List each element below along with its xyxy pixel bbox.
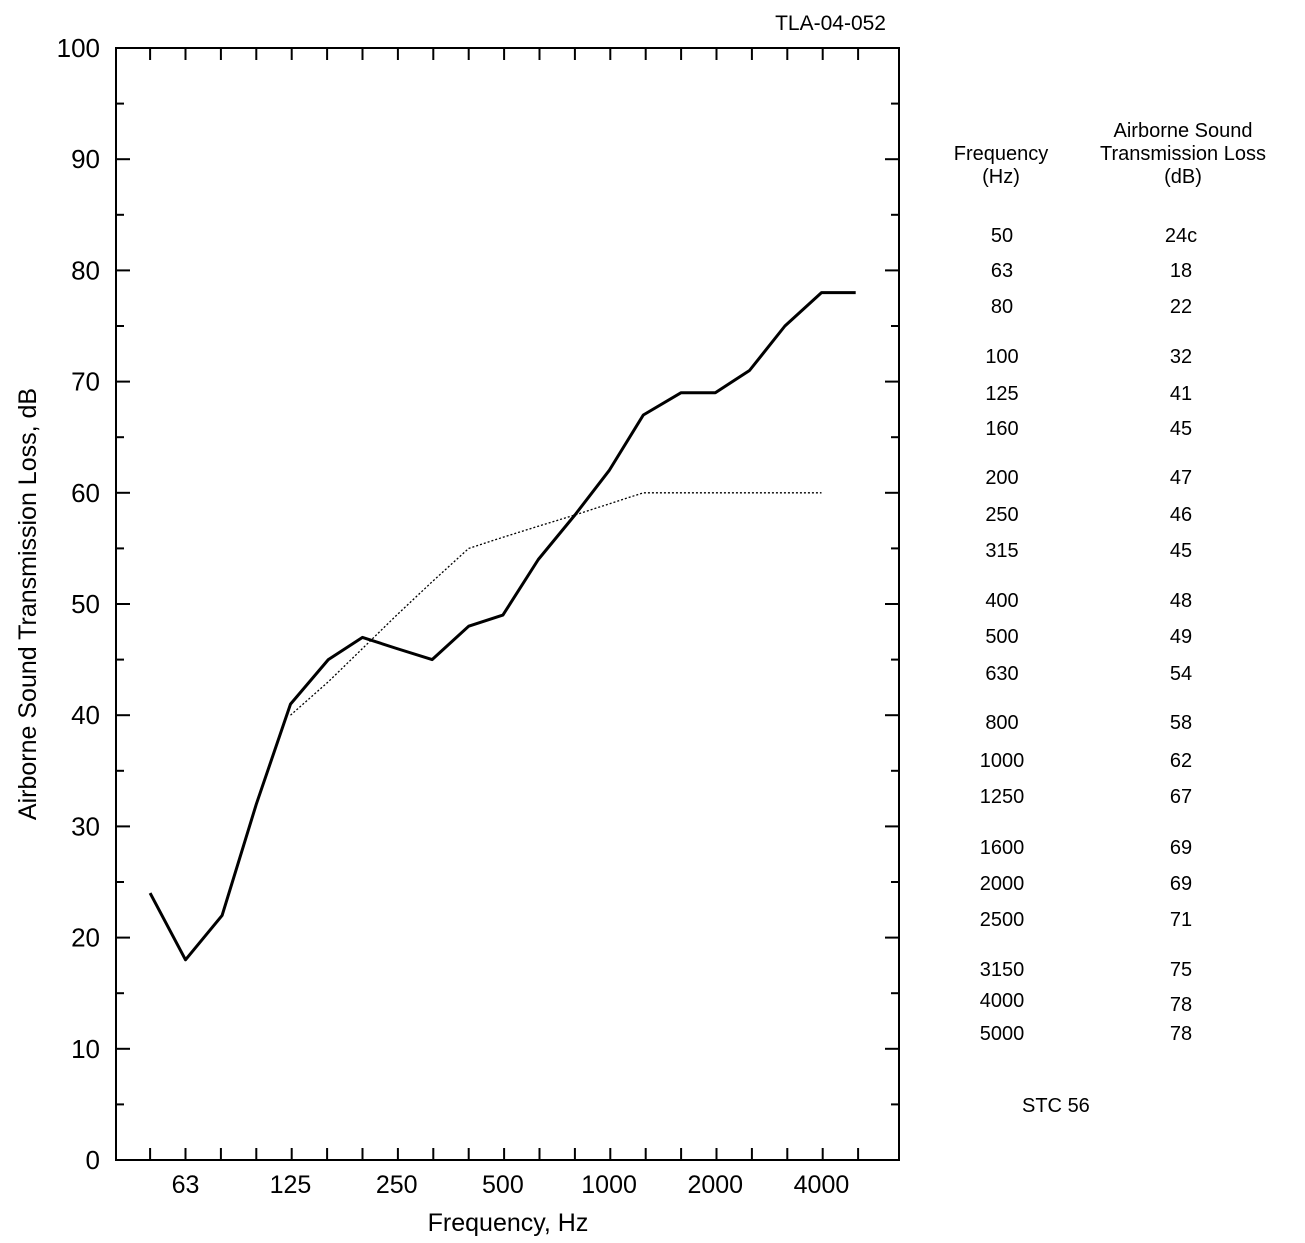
table-cell-frequency: 80: [990, 296, 1014, 318]
table-cell-frequency: 1250: [979, 786, 1025, 808]
table-cell-tl: 46: [1169, 504, 1193, 526]
table-cell-tl: 41: [1169, 383, 1193, 405]
y-tick-label: 50: [71, 589, 100, 619]
x-tick-labels: 63 125 250 500 1000 2000 4000: [172, 1171, 850, 1199]
x-tick-label: 2000: [687, 1171, 743, 1199]
table-cell-tl: 45: [1169, 418, 1193, 440]
y-axis-label: Airborne Sound Transmission Loss, dB: [14, 388, 42, 820]
frequency-header-line: (Hz): [982, 166, 1020, 188]
table-cell-frequency: 250: [985, 504, 1019, 526]
table-cell-tl: 45: [1169, 540, 1193, 562]
y-tick-labels: 0 10 20 30 40 50 60 70 80 90 100: [57, 33, 100, 1175]
table-cell-frequency: 100: [985, 346, 1019, 368]
frequency-header-line: Frequency: [953, 143, 1049, 165]
table-cell-tl: 22: [1169, 296, 1193, 318]
plot-frame: [115, 47, 900, 1161]
y-tick-label: 100: [57, 33, 100, 63]
y-tick-label: 20: [71, 923, 100, 953]
axis-ticks: [116, 47, 899, 1161]
table-cell-frequency: 63: [990, 260, 1014, 282]
tl-header-line: Transmission Loss: [1100, 143, 1266, 165]
stc-value: 56: [1067, 1095, 1090, 1117]
table-cell-tl: 69: [1169, 837, 1193, 859]
table-cell-tl: 32: [1169, 346, 1193, 368]
y-tick-label: 0: [86, 1145, 100, 1175]
x-tick-label: 250: [376, 1171, 418, 1199]
table-cell-frequency: 315: [985, 540, 1019, 562]
tl-header-line: (dB): [1164, 166, 1202, 188]
table-cell-tl: 58: [1169, 712, 1193, 734]
table-cell-tl: 69: [1169, 873, 1193, 895]
table-cell-tl: 47: [1169, 467, 1193, 489]
table-cell-frequency: 1600: [979, 837, 1025, 859]
stc-label: STC: [1022, 1095, 1062, 1117]
x-tick-label: 1000: [581, 1171, 637, 1199]
table-cell-frequency: 200: [985, 467, 1019, 489]
table-cell-tl: 48: [1169, 590, 1193, 612]
y-tick-label: 80: [71, 255, 100, 285]
x-tick-label: 4000: [794, 1171, 850, 1199]
x-axis-label: Frequency, Hz: [428, 1209, 589, 1237]
y-tick-label: 30: [71, 811, 100, 841]
table-cell-frequency: 125: [985, 383, 1019, 405]
y-tick-label: 70: [71, 367, 100, 397]
table-cell-tl: 67: [1169, 786, 1193, 808]
table-cell-tl: 54: [1169, 663, 1193, 685]
reference-contour-line: [290, 492, 822, 716]
table-cell-tl: 78: [1169, 994, 1193, 1016]
table-cell-tl: 78: [1169, 1023, 1193, 1045]
table-cell-tl: 49: [1169, 626, 1193, 648]
frequency-header: Frequency (Hz): [940, 143, 1062, 189]
y-tick-label: 10: [71, 1034, 100, 1064]
table-cell-frequency: 400: [985, 590, 1019, 612]
report-id: TLA-04-052: [775, 12, 886, 35]
x-tick-label: 500: [482, 1171, 524, 1199]
table-cell-frequency: 800: [985, 712, 1019, 734]
x-tick-label: 63: [172, 1171, 200, 1199]
table-cell-tl: 24c: [1164, 225, 1198, 247]
table-cell-frequency: 2000: [979, 873, 1025, 895]
y-tick-label: 40: [71, 700, 100, 730]
table-cell-frequency: 3150: [979, 959, 1025, 981]
table-cell-tl: 62: [1169, 750, 1193, 772]
table-cell-frequency: 5000: [979, 1023, 1025, 1045]
y-tick-label: 60: [71, 478, 100, 508]
table-cell-tl: 75: [1169, 959, 1193, 981]
y-tick-label: 90: [71, 144, 100, 174]
table-cell-frequency: 50: [990, 225, 1014, 247]
transmission-loss-line: [148, 291, 856, 962]
table-cell-tl: 71: [1169, 909, 1193, 931]
table-cell-frequency: 4000: [979, 990, 1025, 1012]
table-cell-tl: 18: [1169, 260, 1193, 282]
stc-rating: STC 56: [1022, 1095, 1090, 1118]
series-lines: [148, 291, 856, 962]
tl-header: Airborne Sound Transmission Loss (dB): [1068, 120, 1298, 189]
tl-header-line: Airborne Sound: [1113, 120, 1253, 142]
table-cell-frequency: 500: [985, 626, 1019, 648]
table-cell-frequency: 630: [985, 663, 1019, 685]
x-tick-label: 125: [270, 1171, 312, 1199]
table-cell-frequency: 1000: [979, 750, 1025, 772]
table-cell-frequency: 2500: [979, 909, 1025, 931]
table-cell-frequency: 160: [985, 418, 1019, 440]
